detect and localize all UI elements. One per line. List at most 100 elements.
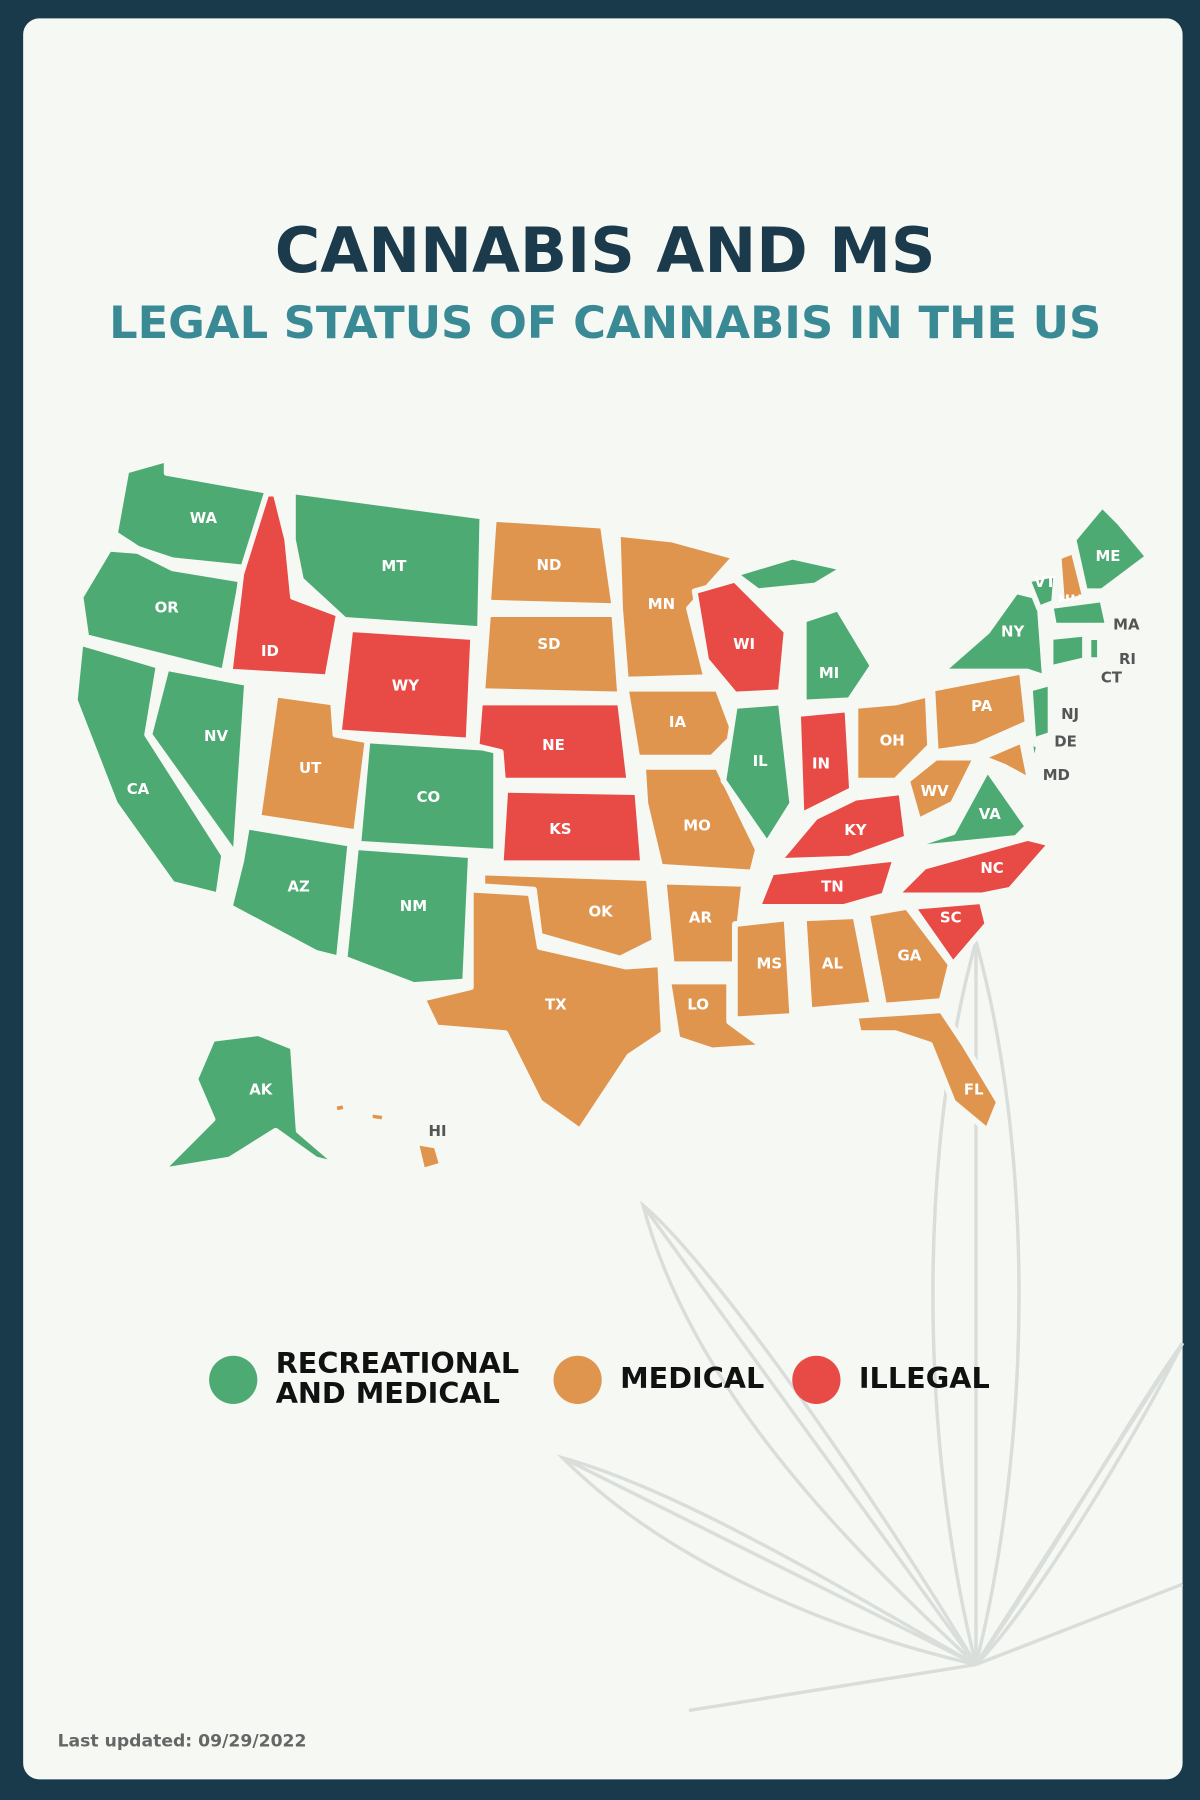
state-shape (852, 691, 933, 784)
state: GA (864, 904, 954, 1009)
state-label: WA (190, 509, 218, 527)
state: AL (800, 913, 876, 1014)
state-label: ND (536, 556, 561, 574)
state-shape (473, 699, 633, 784)
state: TN (754, 855, 899, 910)
state-shape (864, 904, 954, 1009)
title: CANNABIS AND MS (275, 214, 936, 287)
state-shape (1047, 596, 1111, 629)
state-label: RI (1119, 650, 1136, 668)
state-shape (290, 488, 486, 632)
state-shape (800, 605, 876, 706)
state-label: TN (821, 877, 844, 895)
state: VA (898, 766, 1031, 853)
state: AZ (226, 823, 354, 962)
state-shape (691, 576, 790, 698)
state-shape (1024, 571, 1060, 612)
state: CA (71, 639, 227, 899)
state: KS (497, 786, 646, 867)
state-label: ME (1095, 547, 1120, 565)
legend-label: AND MEDICAL (276, 1376, 500, 1410)
state: WI (691, 576, 790, 698)
state-shape (732, 553, 847, 595)
state: NE (473, 699, 633, 784)
state-shape (775, 789, 910, 864)
state: NC (892, 835, 1054, 899)
state: NM (341, 844, 474, 988)
state-shape (479, 869, 658, 962)
state: ND (485, 516, 618, 609)
state-label: DE (1054, 733, 1077, 751)
state-shape (479, 611, 623, 698)
state-label: KS (549, 820, 571, 838)
state-shape (1055, 548, 1088, 606)
state-label: MD (1043, 766, 1070, 784)
state: DE (1027, 733, 1077, 773)
state-label: AZ (287, 877, 310, 895)
state-shape (614, 530, 738, 683)
state-label: MT (381, 557, 407, 575)
state-label: TX (545, 996, 567, 1014)
state: CO (355, 737, 499, 855)
state-label: AL (822, 954, 844, 972)
state-shape (355, 737, 499, 855)
state: PA (929, 668, 1031, 755)
state-shape (1047, 630, 1088, 671)
state-label: WY (392, 676, 419, 694)
state: NV (146, 665, 250, 859)
state: VT (1024, 571, 1060, 612)
state-shape (1027, 680, 1054, 744)
state-shape (330, 1099, 350, 1117)
state-label: MO (683, 817, 711, 835)
state-label: NM (400, 897, 427, 915)
state-shape (158, 1030, 342, 1174)
state-label: IN (812, 755, 830, 773)
state: AK (158, 1030, 342, 1174)
state-label: VT (1034, 573, 1057, 591)
state-label: WI (733, 635, 755, 653)
state: IL (720, 699, 796, 847)
state-label: MS (757, 954, 783, 972)
state-label: NJ (1061, 705, 1079, 723)
legend-swatch (553, 1355, 602, 1404)
state-shape (800, 913, 876, 1014)
leaf-watermark (556, 934, 1185, 1713)
state-label: IA (669, 713, 687, 731)
state: ME (1070, 502, 1152, 595)
state-shape (341, 844, 474, 988)
state-label: OH (880, 732, 905, 750)
state-shape (898, 766, 1031, 853)
state-label: ID (261, 642, 279, 660)
state: AR (660, 878, 747, 968)
state: MI (732, 553, 876, 706)
state-shape (485, 516, 618, 609)
state-label: NV (204, 727, 228, 745)
state: SD (479, 611, 623, 698)
state-label: OR (155, 598, 180, 616)
state-label: WV (921, 782, 949, 800)
state-label: CO (417, 788, 441, 806)
state-label: UT (299, 759, 322, 777)
legend-label: RECREATIONAL (276, 1346, 520, 1380)
state-shape (335, 626, 477, 744)
legend-label: MEDICAL (620, 1361, 764, 1395)
state-shape (754, 855, 899, 910)
state-label: MA (1113, 616, 1140, 634)
state: HI (330, 1099, 447, 1174)
state-shape (665, 978, 767, 1054)
state: MN (614, 530, 738, 683)
legend-swatch (209, 1355, 258, 1404)
state-label: NY (1001, 623, 1024, 641)
state: ID (226, 490, 342, 681)
state: LO (665, 978, 767, 1054)
state: OH (852, 691, 933, 784)
state-shape (146, 665, 250, 859)
state-shape (366, 1108, 389, 1126)
state: CT (1047, 630, 1123, 686)
legend-swatch (792, 1355, 841, 1404)
state-label: CT (1101, 668, 1123, 686)
state-label: OK (588, 903, 613, 921)
